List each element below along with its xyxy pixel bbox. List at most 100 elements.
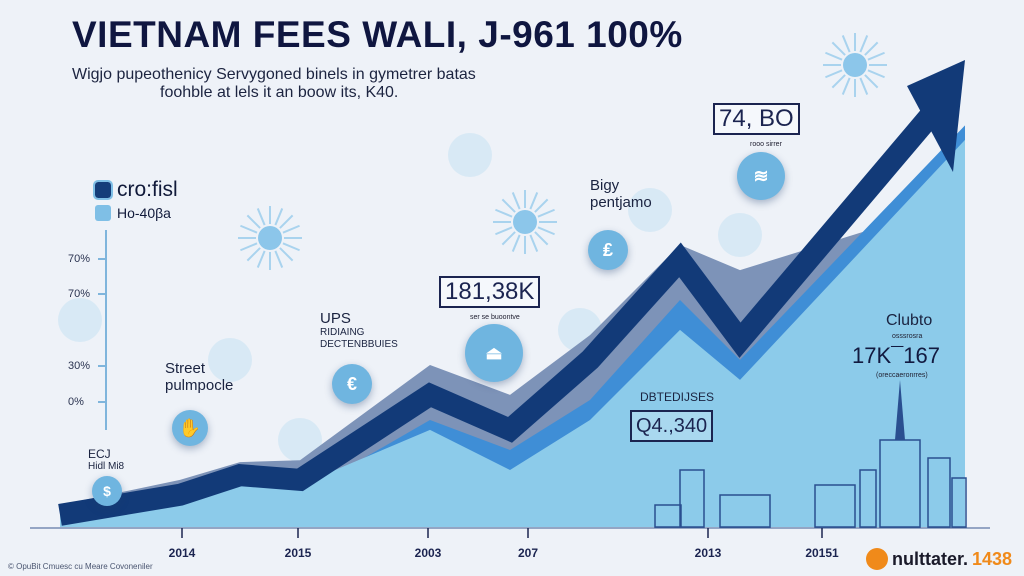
value-box-1-caption: ser se buoontve: [470, 314, 520, 321]
sunburst-ray: [537, 226, 555, 236]
pound-icon: ₤: [588, 230, 628, 270]
brand-logo: nulttater. 1438: [866, 548, 1012, 570]
decorative-cloud: [278, 418, 322, 462]
x-tick-label: 20151: [805, 546, 839, 560]
annotation-text: DECTENBBUIES: [320, 339, 398, 350]
annotation-text: pulmpocle: [165, 377, 234, 394]
legend-swatch: [95, 205, 111, 221]
brand-name: nulttater.: [892, 548, 969, 569]
sunburst-ray: [282, 242, 300, 252]
sunburst-ray: [529, 192, 539, 210]
sunburst-ray: [279, 247, 294, 262]
sunburst-ray: [859, 35, 869, 53]
city-skyline: [654, 380, 967, 528]
building: [814, 484, 856, 528]
light-area-overlay: [60, 139, 965, 527]
sunburst-ray: [495, 208, 513, 218]
value-box-1: 181,38K: [439, 276, 541, 308]
sunburst-ray: [274, 250, 284, 268]
building: [719, 494, 771, 528]
value-box-2: 74, BO: [713, 103, 800, 135]
navy-arrow-line: [58, 108, 939, 526]
decorative-cloud: [628, 188, 672, 232]
brand-icon: [866, 548, 888, 570]
annotation-text: Bigy: [590, 177, 620, 194]
annotation-ect: ECJ Hidl Mi8: [88, 447, 124, 473]
sunburst-ray: [240, 224, 258, 234]
sunburst-ray: [246, 247, 261, 262]
annotation-clubto-value: 17K¯167: [852, 343, 940, 368]
sunburst-center: [513, 210, 537, 234]
sunburst-ray: [867, 51, 885, 61]
annotation-dated: DBTEDIJSES: [640, 390, 715, 404]
annotation-clubto: Clubto: [886, 312, 933, 329]
decorative-cloud: [718, 213, 762, 257]
x-tick-label: 2015: [284, 546, 312, 560]
sunburst-ray: [859, 77, 869, 95]
sunburst-ray: [511, 234, 521, 252]
annotation-clubto-note: (oreccaeronrres): [876, 372, 928, 379]
sunburst-ray: [537, 208, 555, 218]
sunburst-ray: [256, 208, 266, 226]
annotation-ups: UPS RIDIAING DECTENBBUIES: [320, 310, 398, 351]
sunburst-ray: [274, 208, 284, 226]
legend-label: cro:fisl: [117, 178, 178, 201]
euro-icon: €: [332, 364, 372, 404]
sunburst-ray: [501, 198, 516, 213]
x-tick-label: 2003: [414, 546, 442, 560]
decorative-cloud: [208, 338, 252, 382]
sunburst-center: [843, 53, 867, 77]
sunburst-ray: [867, 69, 885, 79]
sunburst-ray: [841, 77, 851, 95]
sunburst-ray: [831, 74, 846, 89]
subtitle-line-1: Wigjo pupeothenicy Servygoned binels in …: [72, 66, 476, 83]
sunburst-ray: [529, 234, 539, 252]
dollar-icon: $: [92, 476, 122, 506]
sunburst-ray: [279, 214, 294, 229]
sunburst-ray: [825, 51, 843, 61]
y-tick-label: 70%: [68, 288, 91, 300]
tower-spire: [895, 380, 905, 440]
subtitle-line-2: foohble at lels it an boow its, K40.: [160, 84, 399, 101]
sunburst-center: [258, 226, 282, 250]
annotation-text: Street: [165, 360, 206, 377]
annotation-street: Street pulmpocle: [165, 360, 233, 394]
sunburst-ray: [831, 41, 846, 56]
sunburst-ray: [534, 231, 549, 246]
sunburst-ray: [864, 74, 879, 89]
building: [951, 477, 967, 528]
building: [654, 504, 682, 528]
sunburst-ray: [495, 226, 513, 236]
annotation-text: ECJ: [88, 447, 111, 461]
sunburst-ray: [240, 242, 258, 252]
hands-icon: ✋: [172, 410, 208, 446]
legend-label: Ho-40βa: [117, 205, 171, 221]
footer-credit: © OpuBit Cmuesc cu Meare Covoneniler: [8, 562, 153, 571]
sunburst-ray: [282, 224, 300, 234]
chart-title: VIETNAM FEES WALI, J-961 100%: [72, 14, 683, 55]
building: [679, 469, 705, 528]
y-tick-label: 30%: [68, 360, 91, 372]
sunburst-ray: [864, 41, 879, 56]
building: [859, 469, 877, 528]
annotation-text: UPS: [320, 310, 351, 327]
legend-swatch: [93, 180, 113, 200]
sunburst-ray: [825, 69, 843, 79]
annotation-clubto-caption: osssrosra: [892, 333, 923, 340]
sunburst-ray: [246, 214, 261, 229]
annotation-text: pentjamo: [590, 194, 652, 211]
annotation-bigy: Bigy pentjamo: [590, 177, 652, 211]
building: [927, 457, 951, 528]
annotation-text: RIDIAING: [320, 327, 365, 338]
decorative-cloud: [448, 133, 492, 177]
stack-icon: ⏏: [465, 324, 523, 382]
y-tick-label: 0%: [68, 396, 84, 408]
legend-item-2: Ho-40βa: [95, 205, 171, 221]
sunburst-ray: [511, 192, 521, 210]
annotation-text: Hidl Mi8: [88, 461, 125, 472]
y-tick-label: 70%: [68, 253, 91, 265]
value-box-3: Q4.,340: [630, 410, 714, 442]
arrow-head: [907, 60, 965, 172]
sunburst-ray: [501, 231, 516, 246]
